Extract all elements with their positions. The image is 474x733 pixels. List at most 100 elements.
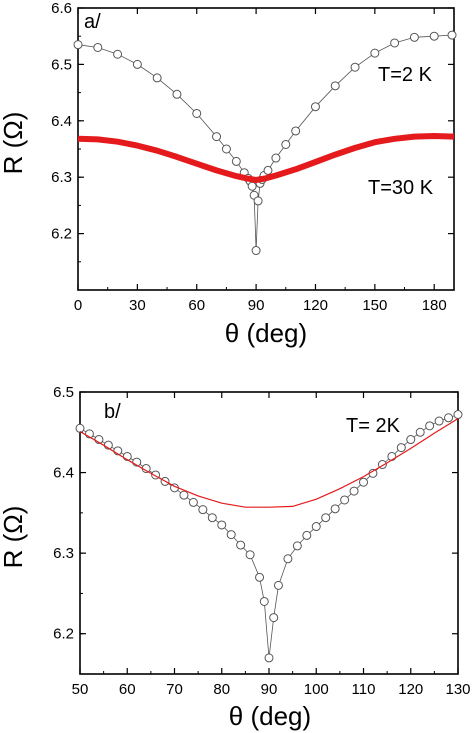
data-point [390, 38, 400, 48]
annotation-t2k-b: T= 2K [346, 415, 401, 437]
x-tick-label: 60 [119, 681, 136, 698]
x-tick-label: 70 [166, 681, 183, 698]
y-axis-label-b: R (Ω) [0, 506, 28, 569]
data-point [226, 530, 236, 540]
data-point [236, 540, 246, 550]
data-point [152, 73, 162, 83]
data-point [273, 580, 283, 590]
data-point [245, 550, 255, 560]
x-tick-label: 30 [129, 297, 146, 314]
plot-frame-b [79, 391, 459, 675]
panel-b: 50 60 70 80 90 100 110 120 130 6.2 6.3 6.4 6.5 b/ T=… [0, 384, 471, 731]
data-point [340, 495, 350, 505]
data-point [251, 246, 261, 256]
data-point [271, 153, 281, 163]
annotation-t30k: T=30 K [368, 177, 434, 199]
data-point [231, 156, 241, 166]
y-axis-label-a: R (Ω) [0, 112, 28, 175]
fit-line [79, 418, 459, 508]
data-point [283, 554, 293, 564]
x-tick-label: 80 [213, 681, 230, 698]
data-point [192, 108, 202, 118]
data-point [255, 572, 265, 582]
data-point [311, 522, 321, 532]
x-tick-label: 90 [248, 297, 265, 314]
x-tick-label: 0 [74, 297, 82, 314]
panel-tag-a: a/ [84, 11, 101, 33]
ticks-a: 0 30 60 90 120 150 180 6.2 6.3 6.4 6.5 6.6 [51, 0, 454, 314]
y-tick-label: 6.2 [51, 226, 72, 243]
data-point [310, 102, 320, 112]
data-point [263, 165, 273, 175]
x-tick-label: 180 [422, 297, 447, 314]
data-point [281, 139, 291, 149]
data-point [387, 451, 397, 461]
series-a [73, 30, 457, 256]
data-point [221, 144, 231, 154]
data-point [321, 513, 331, 523]
data-point [172, 89, 182, 99]
data-point [447, 30, 457, 40]
y-tick-label: 6.6 [51, 0, 72, 17]
x-axis-label-b: θ (deg) [229, 701, 311, 731]
y-tick-label: 6.2 [53, 626, 74, 643]
data-point [73, 40, 83, 50]
data-point [259, 596, 269, 606]
panel-tag-b: b/ [104, 401, 121, 423]
data-point [429, 31, 439, 41]
data-point [406, 435, 416, 445]
data-point [444, 413, 454, 423]
data-point [247, 181, 257, 191]
y-tick-label: 6.3 [53, 545, 74, 562]
x-tick-label: 150 [362, 297, 387, 314]
data-point [217, 520, 227, 530]
data-point [264, 653, 274, 663]
data-point [291, 126, 301, 136]
data-point [350, 62, 360, 72]
data-point [415, 427, 425, 437]
plot-frame-a [77, 7, 455, 291]
y-tick-label: 6.5 [51, 56, 72, 73]
data-point [302, 530, 312, 540]
data-point [198, 505, 208, 515]
data-point [330, 504, 340, 514]
data-point [113, 49, 123, 59]
x-tick-label: 50 [72, 681, 89, 698]
data-point [207, 513, 217, 523]
panel-a: 0 30 60 90 120 150 180 6.2 6.3 6.4 6.5 6.6 a/ T=2 K… [0, 0, 457, 348]
data-point [425, 421, 435, 431]
annotation-t2k: T=2 K [378, 64, 433, 86]
data-point [93, 42, 103, 52]
data-point [453, 410, 463, 420]
series-line-thick [77, 133, 455, 183]
data-point [292, 541, 302, 551]
x-tick-label: 120 [303, 297, 328, 314]
x-tick-label: 100 [304, 681, 329, 698]
data-point [396, 443, 406, 453]
data-point [370, 48, 380, 58]
data-point [188, 497, 198, 507]
data-point [132, 59, 142, 69]
data-point [75, 423, 85, 433]
series-b [75, 410, 463, 663]
data-point [253, 196, 263, 206]
x-tick-label: 110 [352, 681, 376, 698]
data-point [212, 132, 222, 142]
x-tick-label: 130 [445, 681, 470, 698]
x-axis-label-a: θ (deg) [225, 318, 307, 348]
data-point [269, 613, 279, 623]
data-point [359, 477, 368, 487]
ticks-b: 50 60 70 80 90 100 110 120 130 6.2 6.3 6.4 6.5 [53, 384, 470, 698]
y-tick-label: 6.3 [51, 169, 72, 186]
y-tick-label: 6.5 [53, 384, 74, 401]
data-point [330, 81, 340, 91]
data-point [349, 486, 359, 496]
y-tick-label: 6.4 [51, 113, 72, 130]
x-tick-label: 120 [398, 681, 423, 698]
data-point [409, 32, 419, 42]
data-point [179, 490, 189, 500]
data-point [434, 416, 444, 426]
x-tick-label: 90 [261, 681, 278, 698]
x-tick-label: 60 [188, 297, 205, 314]
